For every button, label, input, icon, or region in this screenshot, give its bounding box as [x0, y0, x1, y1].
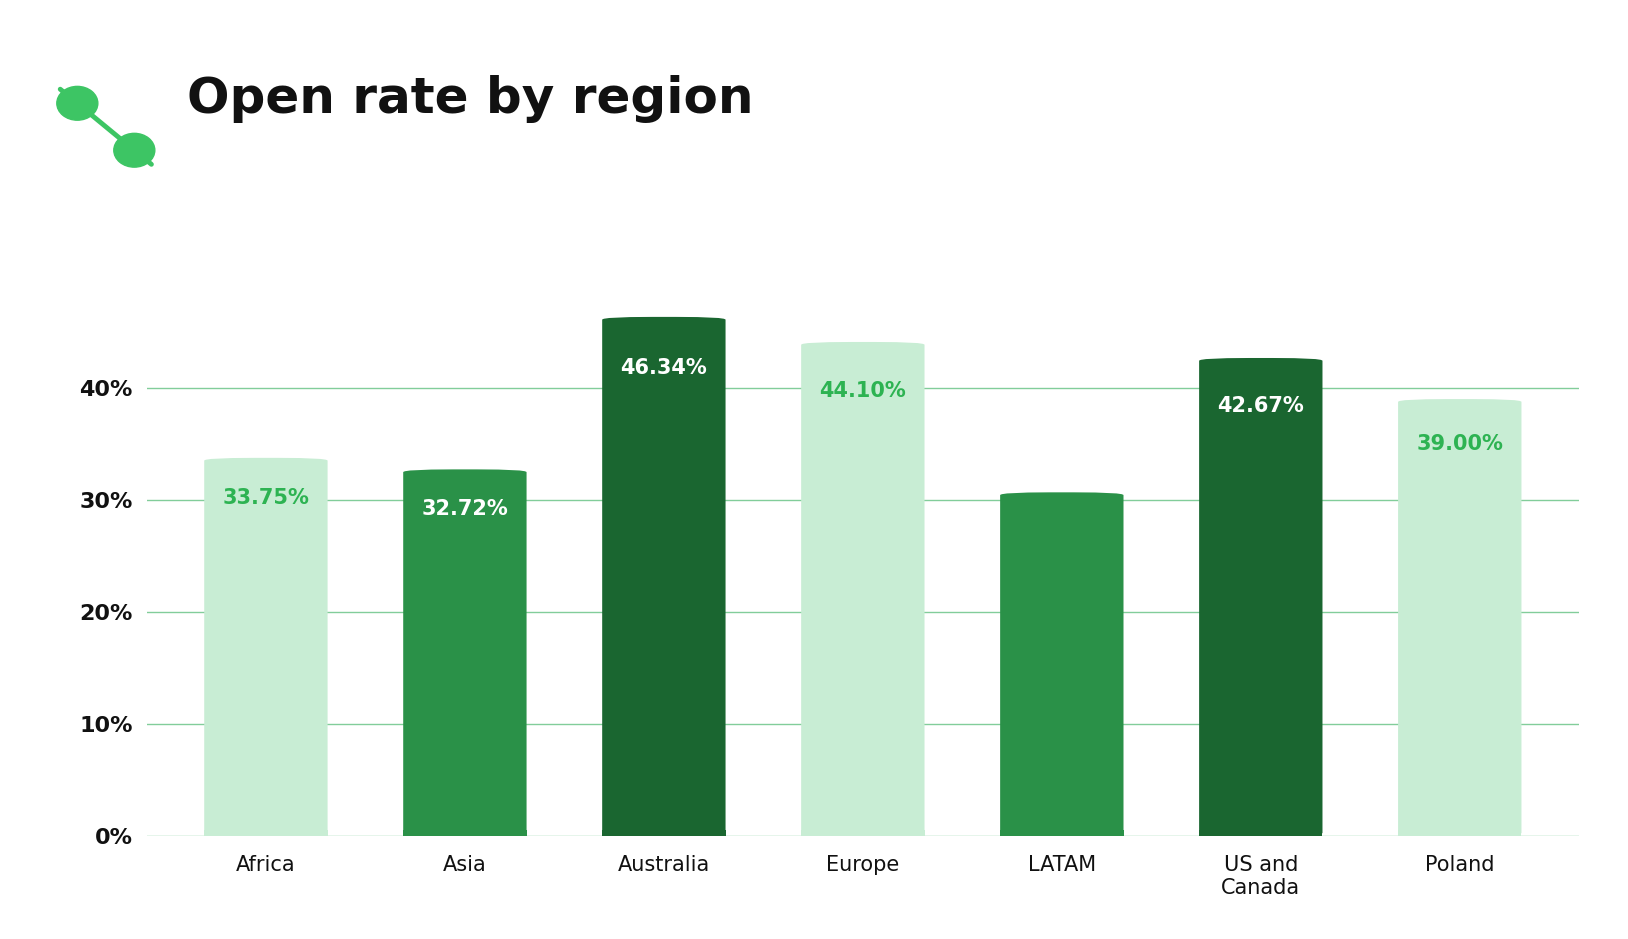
Bar: [1200, 830, 1322, 836]
FancyBboxPatch shape: [1200, 358, 1322, 836]
FancyBboxPatch shape: [404, 470, 526, 836]
Bar: [801, 830, 925, 836]
Bar: [204, 830, 327, 836]
FancyBboxPatch shape: [1000, 492, 1123, 836]
Text: 42.67%: 42.67%: [1218, 396, 1304, 416]
Text: 46.34%: 46.34%: [620, 359, 707, 378]
FancyBboxPatch shape: [1398, 399, 1522, 836]
Text: 39.00%: 39.00%: [1416, 434, 1503, 454]
Text: 30.67%: 30.67%: [1019, 520, 1105, 540]
Text: Open rate by region: Open rate by region: [187, 74, 754, 123]
FancyBboxPatch shape: [801, 342, 925, 836]
Text: 33.75%: 33.75%: [223, 488, 309, 508]
Text: 32.72%: 32.72%: [422, 499, 508, 518]
Text: 44.10%: 44.10%: [819, 381, 907, 402]
FancyBboxPatch shape: [602, 316, 726, 836]
Bar: [1000, 830, 1123, 836]
Circle shape: [57, 86, 98, 120]
Circle shape: [114, 133, 155, 167]
Bar: [602, 830, 726, 836]
Bar: [404, 830, 526, 836]
FancyBboxPatch shape: [204, 458, 327, 836]
Bar: [1398, 830, 1522, 836]
